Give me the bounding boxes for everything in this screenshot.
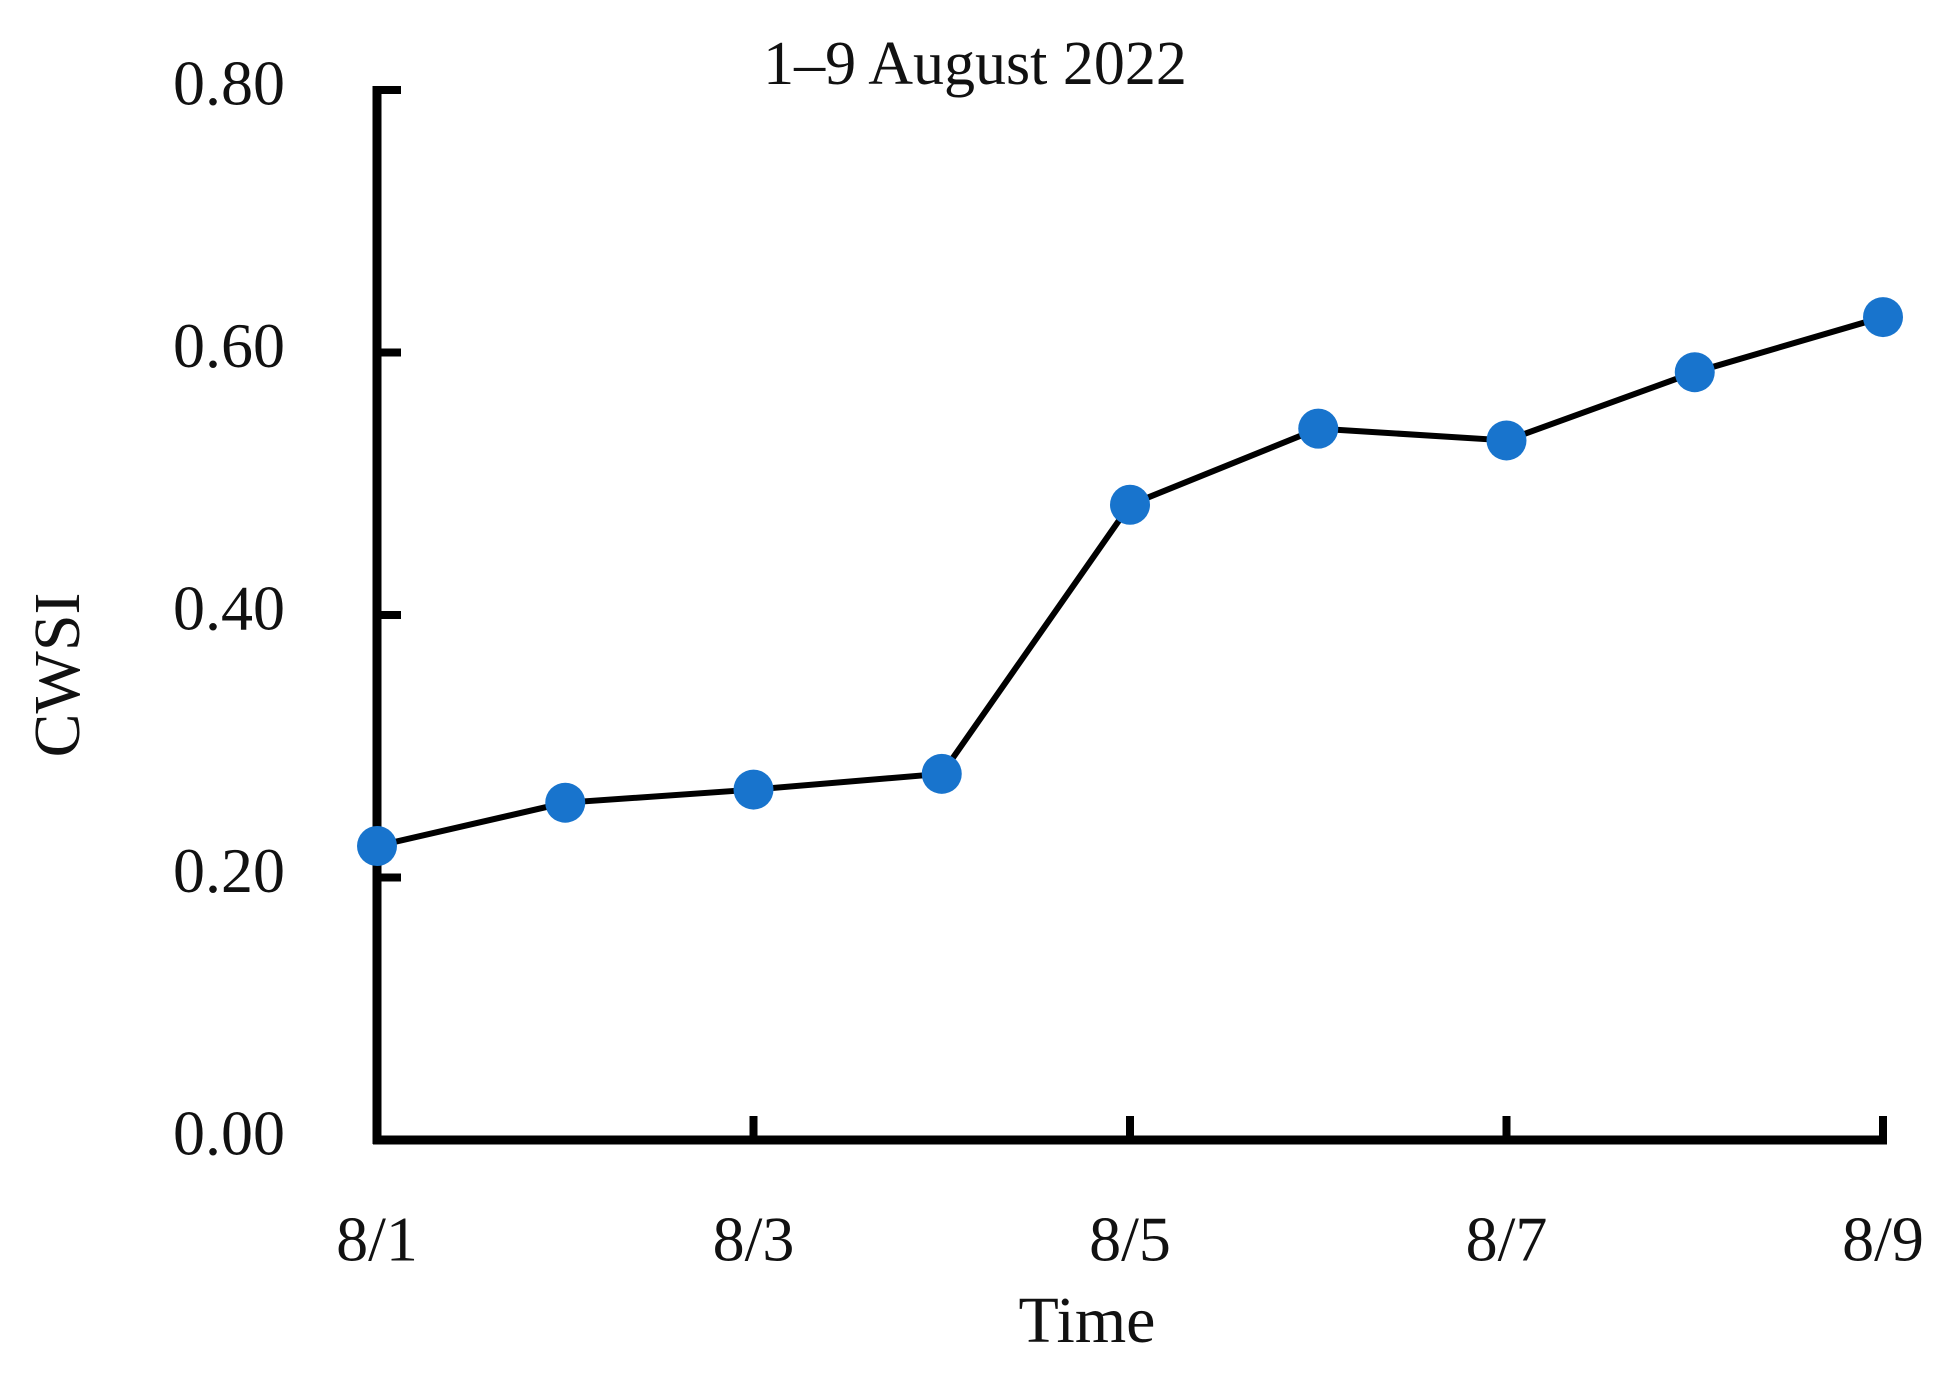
series-line xyxy=(376,314,1884,849)
y-tick-label: 0.00 xyxy=(173,1098,285,1169)
y-tick-label: 0.60 xyxy=(173,310,285,381)
data-point xyxy=(1674,352,1715,393)
y-tick-label: 0.40 xyxy=(173,573,285,644)
data-point xyxy=(1863,297,1903,338)
data-point xyxy=(357,826,397,866)
y-tick-label: 0.20 xyxy=(173,835,285,906)
y-axis-label: CWSI xyxy=(21,593,94,758)
x-tick-label: 8/7 xyxy=(1466,1204,1548,1275)
data-point xyxy=(1110,484,1150,525)
x-tick-label: 8/1 xyxy=(336,1204,418,1275)
chart-title: 1–9 August 2022 xyxy=(763,30,1187,98)
data-point xyxy=(733,769,774,810)
y-tick-label: 0.80 xyxy=(173,48,285,119)
x-tick-label: 8/5 xyxy=(1089,1204,1171,1275)
data-point xyxy=(921,753,962,794)
x-axis-label: Time xyxy=(1019,1284,1156,1357)
x-tick-label: 8/3 xyxy=(713,1204,795,1275)
data-point xyxy=(1298,408,1339,449)
data-point xyxy=(545,782,586,823)
data-point xyxy=(1486,420,1527,461)
x-tick-label: 8/9 xyxy=(1842,1204,1924,1275)
